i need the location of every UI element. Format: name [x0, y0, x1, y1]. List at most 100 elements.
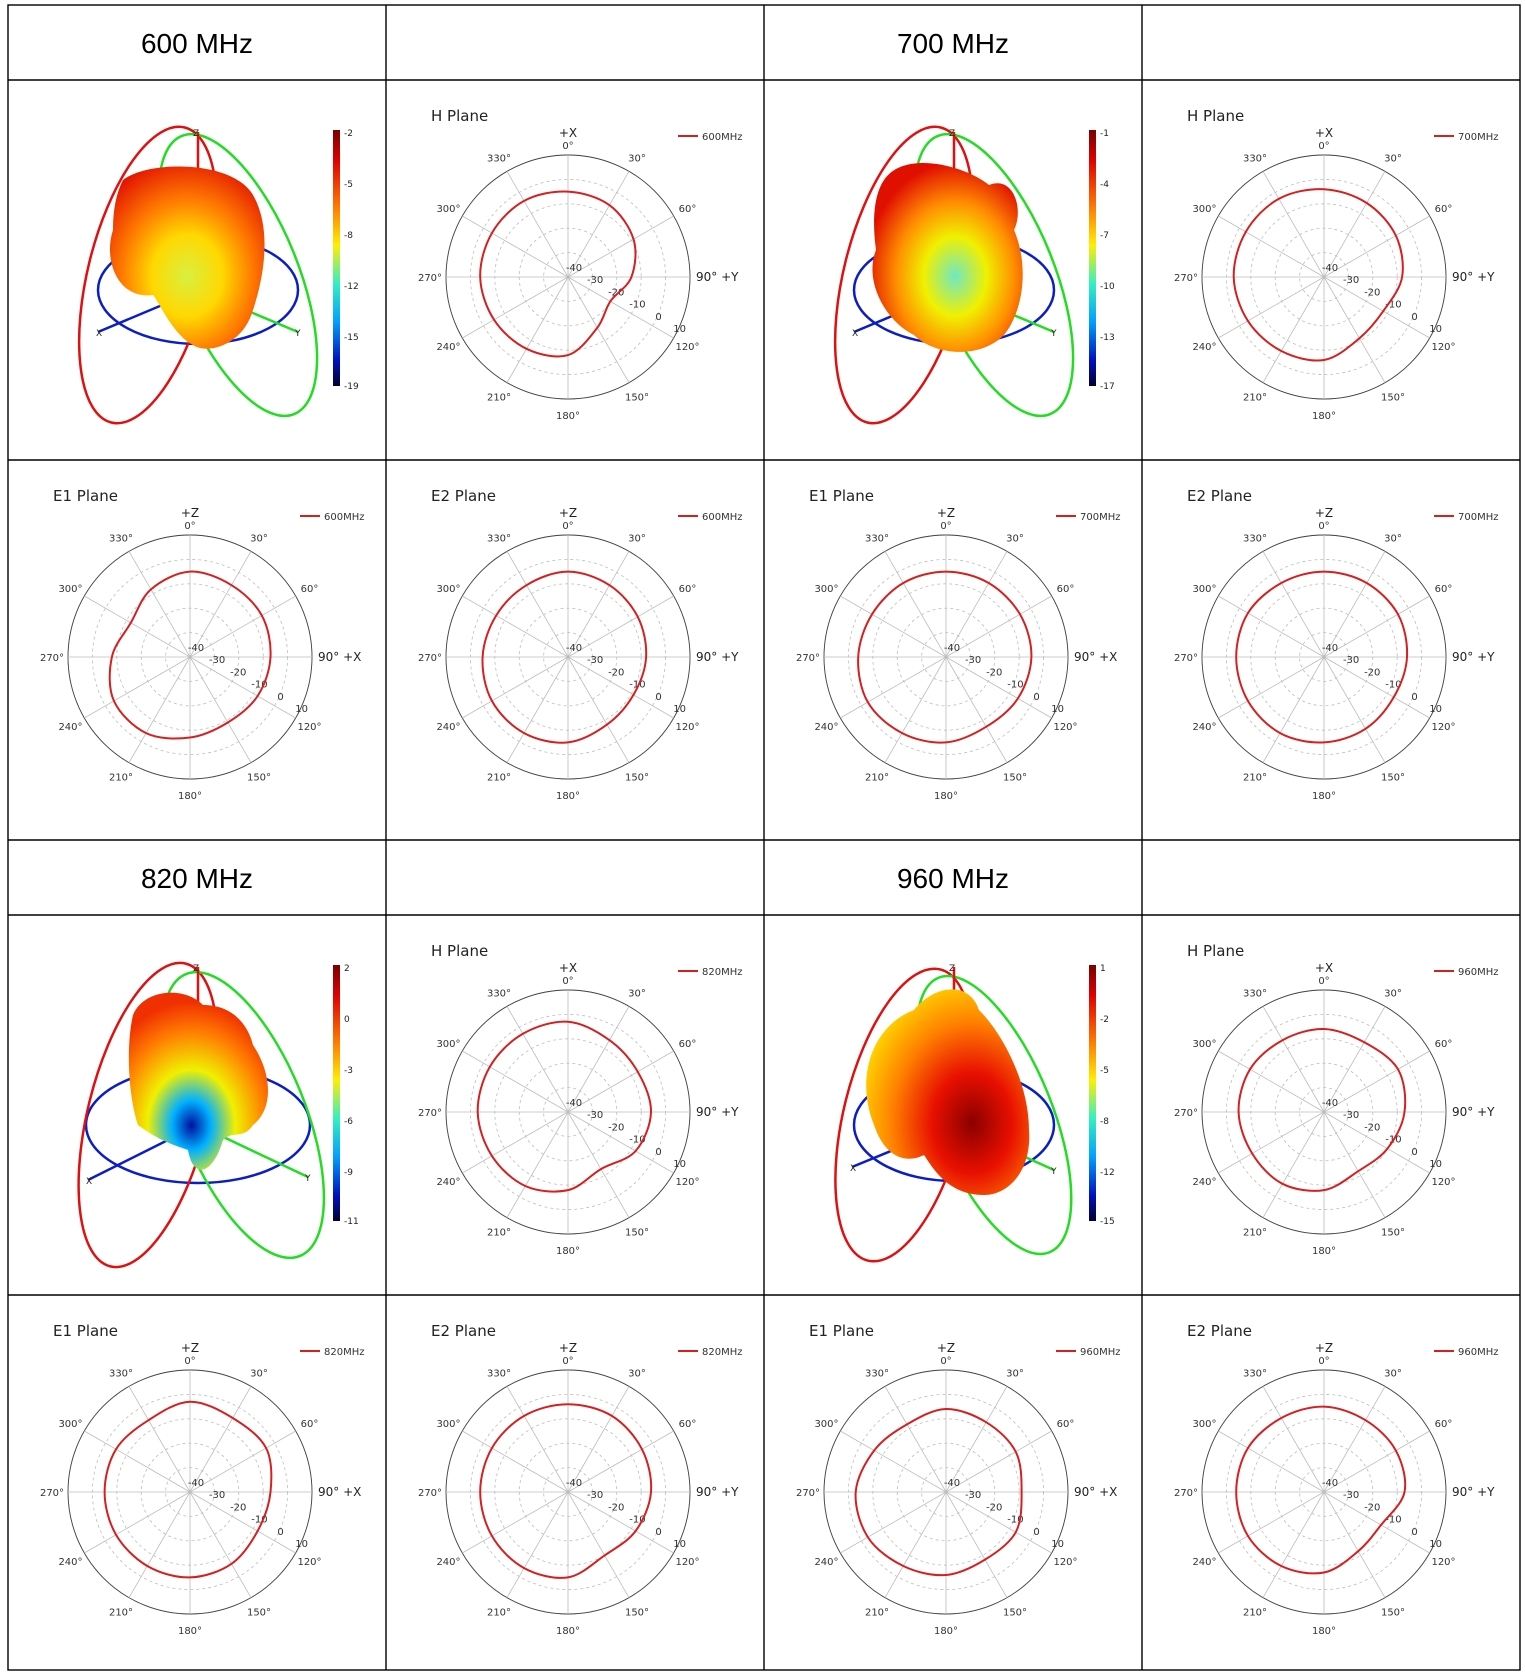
- radial-tick-label: -10: [1007, 1515, 1023, 1526]
- radial-tick-label: 0: [1411, 1147, 1417, 1158]
- radial-tick-label: 10: [1051, 1539, 1064, 1550]
- angle-label: 330°: [1243, 153, 1267, 164]
- grid-spoke: [567, 551, 630, 658]
- radial-tick-label: -20: [608, 1122, 624, 1133]
- angle-label: 60°: [1435, 1419, 1453, 1430]
- axis-letter: Y: [294, 329, 301, 339]
- angle-label: 300°: [1192, 1039, 1216, 1050]
- radial-tick-label: -10: [251, 1515, 267, 1526]
- angle-label: 300°: [1192, 204, 1216, 215]
- direction-label: 90° +X: [1074, 650, 1117, 664]
- grid-spoke: [506, 551, 569, 658]
- axis-letter: X: [86, 1177, 92, 1187]
- pattern-trace: [1237, 1027, 1407, 1192]
- radial-tick-label: -30: [965, 655, 981, 666]
- plane-title: E1 Plane: [53, 1322, 118, 1340]
- polar-chart: H Plane 600MHz 30° 60° 120° 150° 180° 210° 240° 2…: [418, 107, 743, 422]
- grid-spoke: [1218, 1491, 1325, 1554]
- angle-label: 30°: [628, 988, 646, 999]
- direction-label: +Z: [559, 1341, 577, 1355]
- axis-letter: Z: [193, 964, 199, 974]
- colorbar-tick: 2: [344, 964, 350, 974]
- angle-label: 300°: [436, 1039, 460, 1050]
- legend-label: 600MHz: [324, 512, 364, 523]
- radial-tick-label: 0: [1033, 692, 1039, 703]
- grid-spoke: [1262, 1111, 1325, 1218]
- angle-label: 150°: [625, 1608, 649, 1619]
- angle-label: 300°: [814, 584, 838, 595]
- grid-spoke: [506, 1491, 569, 1598]
- angle-label: 120°: [675, 1557, 699, 1568]
- colorbar-tick: -4: [1100, 180, 1109, 190]
- angle-label: 330°: [1243, 1368, 1267, 1379]
- colorbar-tick: 0: [344, 1015, 350, 1025]
- axis-letter: Z: [193, 129, 199, 139]
- angle-label: 270°: [1174, 1488, 1198, 1499]
- direction-label: +Z: [181, 1341, 199, 1355]
- grid-spoke: [506, 1006, 569, 1113]
- polar-chart: E2 Plane 600MHz 30° 60° 120° 150° 180° 210° 240°…: [418, 487, 743, 802]
- grid-spoke: [462, 215, 569, 278]
- angle-label: 150°: [1381, 1228, 1405, 1239]
- angle-label: 330°: [487, 988, 511, 999]
- direction-label: +Z: [1315, 506, 1333, 520]
- grid-spoke: [506, 276, 569, 383]
- angle-label: 270°: [1174, 653, 1198, 664]
- angle-label: 180°: [556, 1626, 580, 1637]
- angle-label: 300°: [58, 1419, 82, 1430]
- colorbar-tick: -9: [344, 1168, 353, 1178]
- grid-spoke: [189, 1430, 296, 1493]
- angle-label: 150°: [625, 393, 649, 404]
- angle-label: 0°: [562, 521, 573, 532]
- frequency-header: 820 MHz: [141, 863, 253, 894]
- angle-label: 120°: [1431, 722, 1455, 733]
- grid-spoke: [1218, 215, 1325, 278]
- grid-spoke: [567, 171, 630, 278]
- angle-label: 270°: [1174, 1108, 1198, 1119]
- grid-spoke: [506, 1111, 569, 1218]
- angle-label: 240°: [1192, 1177, 1216, 1188]
- angle-label: 30°: [1384, 533, 1402, 544]
- angle-label: 300°: [58, 584, 82, 595]
- radial-tick-label: -30: [965, 1490, 981, 1501]
- pattern-trace: [1232, 188, 1404, 362]
- angle-label: 120°: [675, 722, 699, 733]
- grid-spoke: [128, 551, 191, 658]
- radial-tick-label: -20: [1364, 1122, 1380, 1133]
- angle-label: 240°: [58, 722, 82, 733]
- angle-label: 330°: [109, 1368, 133, 1379]
- angle-label: 210°: [1243, 773, 1267, 784]
- axis-letter: Y: [1050, 329, 1057, 339]
- colorbar-tick: -2: [1100, 1015, 1109, 1025]
- radial-tick-label: 0: [655, 1147, 661, 1158]
- angle-label: 30°: [250, 1368, 268, 1379]
- grid-spoke: [84, 656, 191, 719]
- plane-title: E2 Plane: [1187, 487, 1252, 505]
- radial-tick-label: -40: [188, 643, 204, 654]
- angle-label: 60°: [1057, 1419, 1075, 1430]
- angle-label: 210°: [487, 393, 511, 404]
- angle-label: 210°: [1243, 1608, 1267, 1619]
- direction-label: 90° +Y: [696, 1485, 739, 1499]
- angle-label: 30°: [1384, 153, 1402, 164]
- colorbar-tick: -19: [344, 382, 359, 392]
- radial-tick-label: -30: [1343, 1110, 1359, 1121]
- angle-label: 180°: [178, 791, 202, 802]
- grid-spoke: [1218, 595, 1325, 658]
- radial-tick-label: -30: [587, 1110, 603, 1121]
- legend-label: 600MHz: [702, 132, 742, 143]
- grid-spoke: [884, 1491, 947, 1598]
- radial-tick-label: -20: [608, 1502, 624, 1513]
- grid-spoke: [567, 1491, 630, 1598]
- plane-title: E2 Plane: [1187, 1322, 1252, 1340]
- radial-tick-label: -10: [1385, 1515, 1401, 1526]
- grid-spoke: [945, 595, 1052, 658]
- axis-letter: Z: [949, 129, 955, 139]
- radial-tick-label: -40: [188, 1478, 204, 1489]
- radial-tick-label: 10: [1429, 1539, 1442, 1550]
- legend-label: 820MHz: [702, 1347, 742, 1358]
- angle-label: 180°: [178, 1626, 202, 1637]
- direction-label: 90° +Y: [1452, 1105, 1495, 1119]
- radial-tick-label: -20: [986, 667, 1002, 678]
- angle-label: 240°: [1192, 1557, 1216, 1568]
